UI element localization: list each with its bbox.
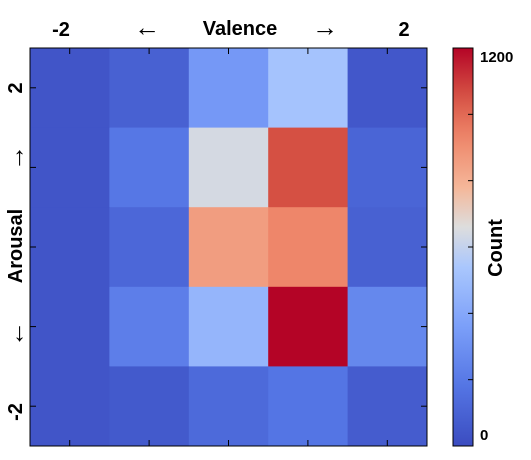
heatmap-cell-r0-c2	[188, 48, 269, 129]
heatmap-cell-r4-c1	[109, 366, 190, 447]
y-arrow-up: →	[0, 145, 30, 171]
heatmap-cell-r1-c3	[268, 127, 349, 208]
y-arrow-down: ←	[0, 321, 30, 347]
heatmap-cells	[30, 48, 428, 447]
heatmap-cell-r0-c3	[268, 48, 349, 129]
heatmap-cell-r1-c0	[30, 127, 110, 208]
heatmap-cell-r2-c3	[268, 207, 349, 288]
heatmap-cell-r2-c1	[109, 207, 190, 288]
y-axis-label: Arousal	[5, 209, 27, 283]
colorbar-max-label: 1200	[480, 49, 513, 66]
x-right-tick-label: 2	[398, 19, 409, 41]
heatmap-cell-r3-c3	[268, 286, 349, 367]
heatmap-cell-r4-c3	[268, 366, 349, 447]
heatmap-cell-r2-c4	[347, 207, 428, 288]
y-bottom-tick-label: -2	[5, 403, 27, 421]
heatmap-cell-r0-c4	[347, 48, 428, 129]
heatmap-cell-r0-c1	[109, 48, 190, 129]
heatmap-cell-r4-c2	[188, 366, 269, 447]
heatmap-cell-r4-c4	[347, 366, 428, 447]
heatmap-cell-r3-c2	[188, 286, 269, 367]
axis-ticks	[30, 48, 427, 446]
colorbar-ticks	[468, 47, 473, 447]
x-arrow-left: ←	[134, 12, 160, 42]
heatmap-cell-r1-c1	[109, 127, 190, 208]
heatmap-cell-r1-c4	[347, 127, 428, 208]
x-left-tick-label: -2	[52, 19, 70, 41]
heatmap-cell-r1-c2	[188, 127, 269, 208]
x-axis-label: Valence	[203, 18, 278, 40]
heatmap-cell-r3-c4	[347, 286, 428, 367]
x-arrow-right: →	[312, 12, 338, 42]
heatmap-cell-r3-c1	[109, 286, 190, 367]
colorbar-label: Count	[485, 219, 507, 277]
colorbar-min-label: 0	[480, 427, 488, 444]
heatmap-cell-r2-c0	[30, 207, 110, 288]
y-top-tick-label: 2	[5, 82, 27, 93]
heatmap-cell-r2-c2	[188, 207, 269, 288]
heatmap-cell-r0-c0	[30, 48, 110, 129]
heatmap-cell-r3-c0	[30, 286, 110, 367]
heatmap-cell-r4-c0	[30, 366, 110, 447]
